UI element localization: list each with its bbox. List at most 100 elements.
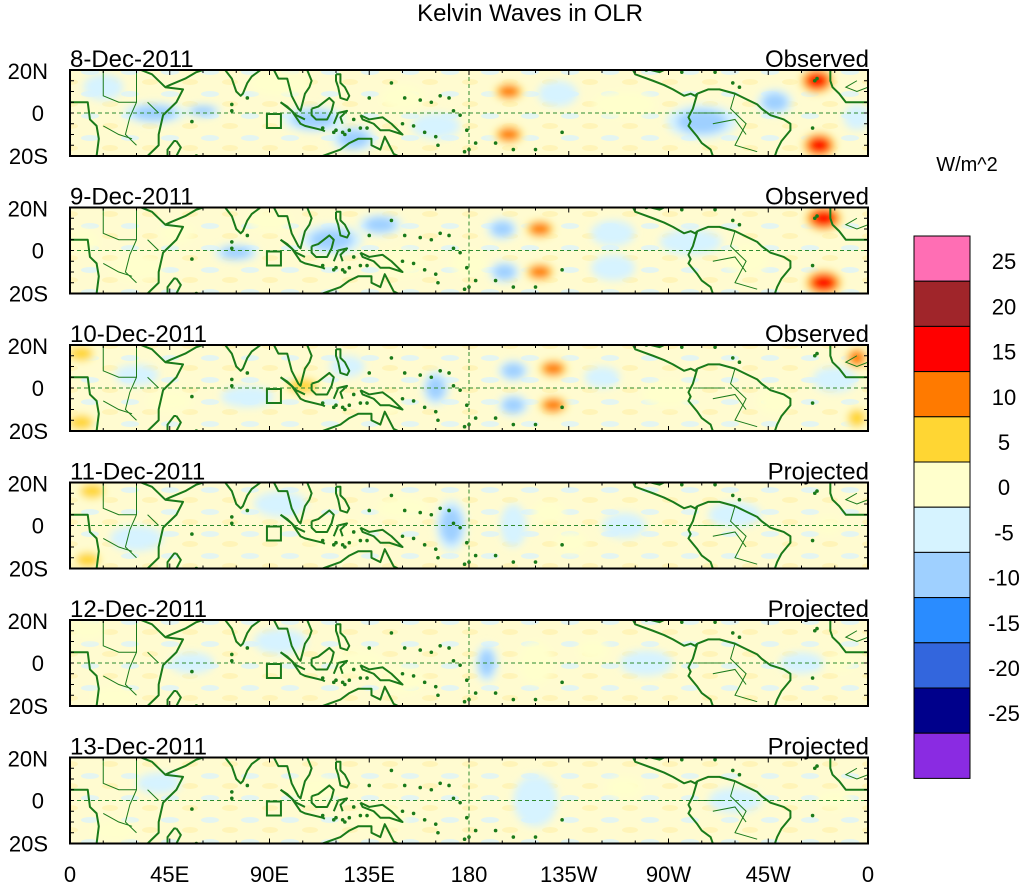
anomaly-contour: [493, 264, 516, 280]
island: [737, 222, 742, 227]
coastline: [70, 482, 185, 569]
island: [730, 493, 735, 498]
colorbar-tick-label: -15: [988, 611, 1020, 636]
island: [680, 207, 684, 212]
island: [402, 233, 407, 238]
anomaly-contour: [529, 265, 551, 279]
island: [347, 265, 352, 270]
coastline: [310, 784, 335, 808]
anomaly-contour: [70, 346, 94, 362]
anomaly-contour: [498, 85, 520, 98]
colorbar-tick-label: 0: [998, 475, 1010, 500]
coastline: [696, 638, 792, 706]
anomaly-contour: [543, 399, 564, 412]
island: [730, 631, 735, 635]
country-border: [102, 207, 137, 241]
coastline: [280, 376, 306, 396]
coastline: [70, 376, 100, 431]
island: [815, 76, 819, 81]
island: [436, 693, 440, 698]
coastline: [632, 482, 699, 510]
anomaly-field: [70, 207, 846, 294]
anomaly-contour: [849, 350, 865, 366]
island: [815, 214, 819, 218]
island: [493, 278, 498, 283]
island: [813, 78, 817, 83]
coastline: [166, 827, 182, 844]
coastline: [632, 207, 699, 235]
island: [560, 543, 564, 547]
coastline: [359, 389, 404, 411]
country-border: [712, 256, 747, 273]
coastlines: [70, 70, 868, 156]
coastline: [273, 207, 313, 250]
country-border: [103, 125, 133, 140]
colorbar-tick-label: 15: [992, 340, 1016, 365]
island: [402, 371, 407, 375]
coastline: [322, 823, 399, 844]
island: [334, 678, 338, 682]
coastline: [164, 757, 204, 776]
island: [511, 147, 516, 152]
island: [343, 407, 347, 412]
island: [334, 815, 338, 820]
island: [813, 353, 817, 358]
island: [343, 682, 347, 687]
panel-kind: Observed: [765, 46, 869, 73]
coastline: [164, 345, 204, 364]
island: [713, 757, 717, 762]
island: [422, 130, 427, 135]
coastline: [164, 70, 204, 89]
colorbar-swatch: [913, 461, 971, 508]
anomaly-contour: [555, 531, 587, 554]
coastline: [332, 522, 349, 537]
island: [334, 540, 338, 545]
island: [245, 646, 250, 650]
coastline: [166, 689, 182, 706]
island: [358, 813, 363, 818]
anomaly-contour: [70, 414, 94, 430]
country-border: [730, 231, 758, 290]
anomaly-contour: [220, 385, 274, 408]
island: [347, 815, 352, 820]
colorbar-tick-label: -5: [994, 520, 1014, 545]
lon-tick-label: 0: [64, 862, 76, 887]
island: [810, 401, 815, 405]
coastline: [696, 88, 792, 156]
country-border: [844, 492, 868, 505]
island: [462, 699, 467, 704]
coastline: [359, 526, 404, 548]
anomaly-contour: [253, 491, 308, 517]
anomaly-contour: [375, 497, 430, 520]
island: [334, 128, 338, 132]
coastline: [696, 775, 792, 844]
colorbar-tick-label: -25: [988, 701, 1020, 726]
island: [190, 119, 194, 124]
island: [560, 130, 564, 135]
island: [810, 676, 815, 680]
island: [418, 648, 423, 652]
island: [458, 250, 462, 255]
island: [343, 820, 347, 824]
anomaly-contour: [249, 70, 312, 96]
coastline: [335, 210, 351, 239]
coastline: [335, 73, 351, 102]
island: [458, 113, 462, 117]
coastline: [280, 238, 306, 258]
island: [402, 646, 407, 650]
coastline: [632, 620, 699, 647]
island: [511, 285, 516, 289]
coastline: [322, 273, 399, 294]
island: [433, 272, 438, 276]
anomaly-contour: [584, 366, 620, 388]
coastline: [70, 757, 185, 844]
colorbar-swatch: [913, 371, 971, 418]
coastline: [166, 139, 182, 156]
anomaly-contour: [812, 366, 857, 393]
colorbar-swatch: [913, 597, 971, 644]
coastline: [70, 651, 100, 706]
island: [389, 493, 394, 498]
coastline: [280, 101, 306, 121]
country-border: [103, 537, 133, 552]
coastline: [164, 482, 204, 501]
